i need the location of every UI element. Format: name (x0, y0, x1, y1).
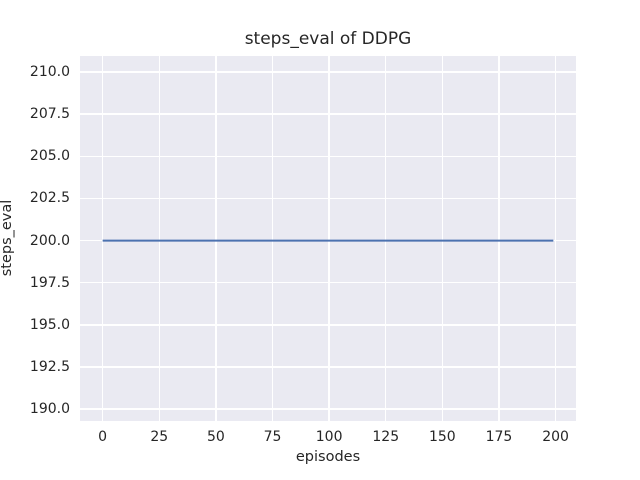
gridline (441, 56, 444, 421)
gridline (80, 113, 576, 115)
x-axis-label: episodes (295, 449, 361, 465)
gridline (80, 71, 576, 73)
gridline (385, 56, 387, 421)
gridline (271, 56, 274, 421)
x-tick-label: 150 (428, 429, 456, 445)
x-tick-label: 200 (542, 429, 569, 445)
gridline (80, 408, 576, 410)
y-tick-label: 197.5 (29, 274, 70, 291)
y-tick-label: 192.5 (29, 359, 70, 376)
gridline (80, 282, 576, 284)
x-tick-label: 0 (98, 429, 108, 445)
gridline (158, 56, 160, 421)
x-tick-label: 25 (150, 429, 169, 445)
y-tick-label: 210.0 (29, 64, 70, 81)
plot-area (80, 56, 576, 421)
gridline (80, 366, 576, 368)
gridline (498, 56, 500, 421)
gridline (101, 56, 104, 421)
gridline (80, 155, 576, 157)
chart-title: steps_eval of DDPG (244, 29, 412, 49)
y-tick-label: 200.0 (29, 232, 70, 249)
x-tick-label: 125 (372, 429, 400, 445)
x-tick-label: 75 (263, 429, 282, 445)
x-tick-label: 50 (206, 429, 225, 445)
y-tick-label: 190.0 (29, 401, 70, 418)
gridline (80, 197, 576, 200)
y-tick-label: 205.0 (29, 148, 70, 165)
y-tick-label: 202.5 (29, 190, 70, 207)
gridline (80, 324, 576, 326)
x-tick-label: 100 (315, 429, 343, 445)
y-tick-label: 195.0 (29, 316, 70, 333)
gridline (215, 56, 217, 421)
gridline (554, 56, 557, 421)
y-tick-label: 207.5 (29, 106, 70, 123)
gridline (328, 56, 330, 421)
x-tick-label: 175 (485, 429, 513, 445)
